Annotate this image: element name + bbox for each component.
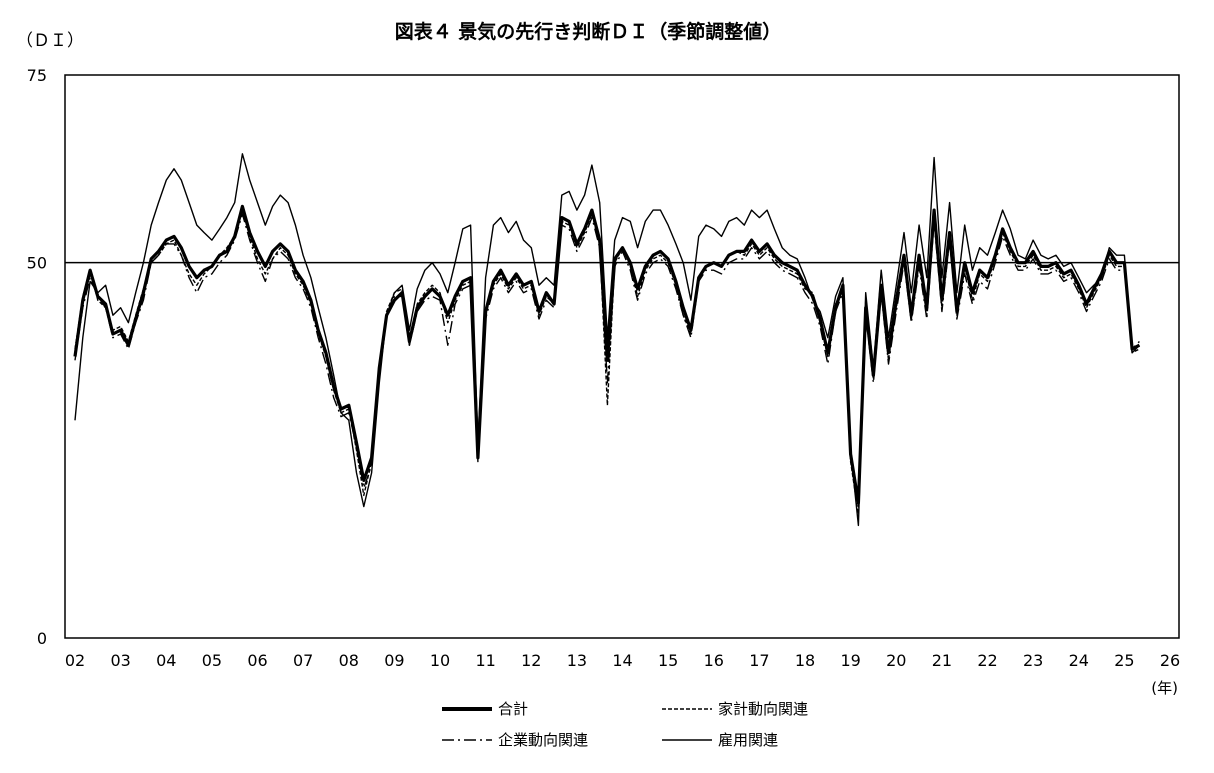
- legend-label-employment: 雇用関連: [718, 731, 778, 749]
- x-tick-label: 08: [339, 651, 359, 670]
- legend-label-household: 家計動向関連: [718, 700, 808, 718]
- x-tick-label: 04: [156, 651, 176, 670]
- chart-title: 図表４ 景気の先行き判断ＤＩ（季節調整値）: [395, 20, 782, 43]
- x-tick-label: 23: [1023, 651, 1043, 670]
- x-tick-label: 14: [612, 651, 632, 670]
- x-axis-ticks: 02 03 04 05 06 07 08 09 10 11 12 13 14 15 16 17 18 19 20 21…: [65, 651, 1180, 670]
- y-tick-label: 50: [27, 254, 47, 273]
- x-tick-label: 10: [430, 651, 450, 670]
- y-axis-label: （ＤＩ）: [16, 31, 84, 51]
- series-group: [73, 153, 1141, 527]
- x-tick-label: 13: [567, 651, 587, 670]
- x-tick-label: 03: [110, 651, 130, 670]
- x-tick-label: 21: [932, 651, 952, 670]
- x-tick-label: 12: [521, 651, 541, 670]
- x-tick-label: 05: [202, 651, 222, 670]
- x-tick-label: 25: [1114, 651, 1134, 670]
- x-tick-label: 06: [247, 651, 267, 670]
- legend-item-household: 家計動向関連: [662, 700, 808, 718]
- x-tick-label: 20: [886, 651, 906, 670]
- x-tick-label: 22: [977, 651, 997, 670]
- legend-item-total: 合計: [442, 700, 528, 718]
- legend-item-corporate: 企業動向関連: [442, 731, 588, 749]
- y-tick-label: 0: [37, 629, 47, 648]
- y-tick-label: 75: [27, 66, 47, 85]
- series-line-household: [74, 209, 1140, 515]
- x-tick-label: 09: [384, 651, 404, 670]
- x-tick-label: 07: [293, 651, 313, 670]
- x-tick-label: 18: [795, 651, 815, 670]
- x-tick-label: 11: [475, 651, 495, 670]
- x-tick-label: 19: [840, 651, 860, 670]
- x-tick-label: 26: [1160, 651, 1180, 670]
- x-tick-label: 02: [65, 651, 85, 670]
- x-tick-label: 17: [749, 651, 769, 670]
- legend-item-employment: 雇用関連: [662, 731, 778, 749]
- x-tick-label: 16: [704, 651, 724, 670]
- x-tick-label: 15: [658, 651, 678, 670]
- x-axis-unit-label: (年): [1151, 679, 1178, 697]
- y-axis-ticks: 75 50 0: [27, 66, 47, 648]
- legend-label-total: 合計: [498, 700, 528, 718]
- x-tick-label: 24: [1069, 651, 1089, 670]
- legend: 合計 家計動向関連 企業動向関連 雇用関連: [442, 700, 808, 749]
- plot-area: [64, 74, 1180, 639]
- series-line-total: [73, 204, 1141, 505]
- legend-label-corporate: 企業動向関連: [498, 731, 588, 749]
